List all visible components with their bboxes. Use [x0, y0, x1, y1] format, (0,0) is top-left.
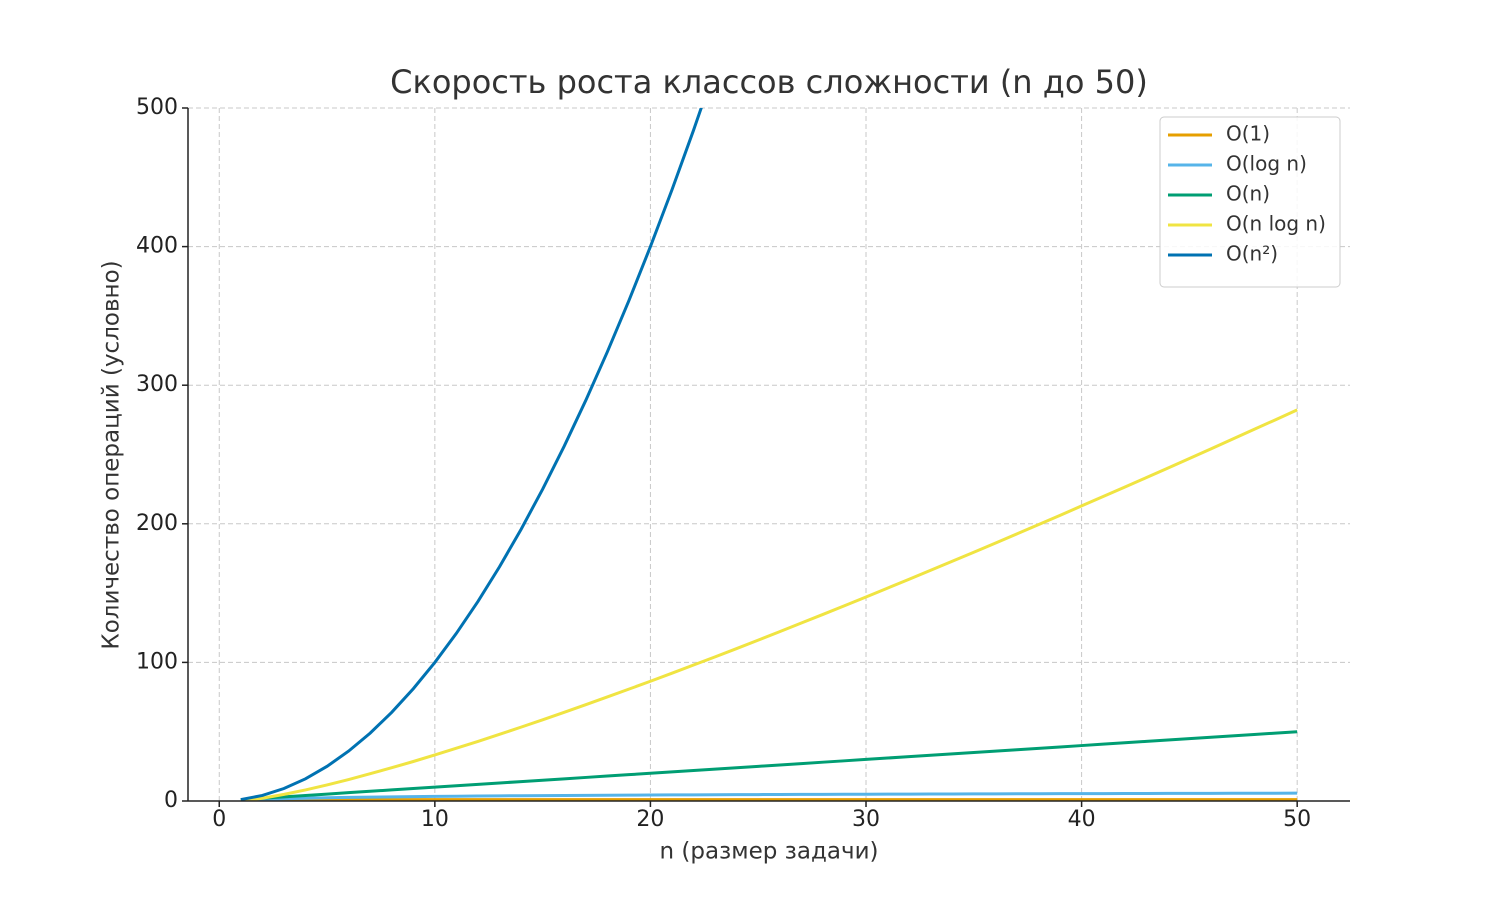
y-tick-label: 0	[164, 788, 178, 813]
x-tick-label: 40	[1068, 807, 1096, 832]
y-axis-label: Количество операций (условно)	[99, 260, 125, 649]
y-tick-label: 100	[136, 649, 178, 674]
legend-label: O(n)	[1226, 182, 1270, 206]
series-line	[240, 730, 1298, 801]
x-tick-label: 30	[852, 807, 880, 832]
x-tick-label: 0	[212, 807, 226, 832]
legend-label: O(n²)	[1226, 242, 1278, 266]
series-line	[240, 791, 1298, 801]
x-tick-label: 20	[636, 807, 664, 832]
x-tick-label: 10	[421, 807, 449, 832]
x-tick-label: 50	[1283, 807, 1311, 832]
legend-label: O(n log n)	[1226, 212, 1326, 236]
series-line	[240, 108, 703, 801]
legend-label: O(log n)	[1226, 152, 1307, 176]
legend-label: O(1)	[1226, 122, 1270, 146]
y-tick-label: 300	[136, 372, 178, 397]
series-line	[240, 408, 1298, 801]
y-tick-label: 200	[136, 511, 178, 536]
y-tick-label: 500	[136, 95, 178, 120]
y-tick-label: 400	[136, 234, 178, 259]
legend-box	[1159, 116, 1341, 288]
plot-area	[240, 108, 1298, 801]
chart-title: Скорость роста классов сложности (n до 5…	[390, 63, 1148, 101]
x-axis-label: n (размер задачи)	[659, 839, 878, 865]
